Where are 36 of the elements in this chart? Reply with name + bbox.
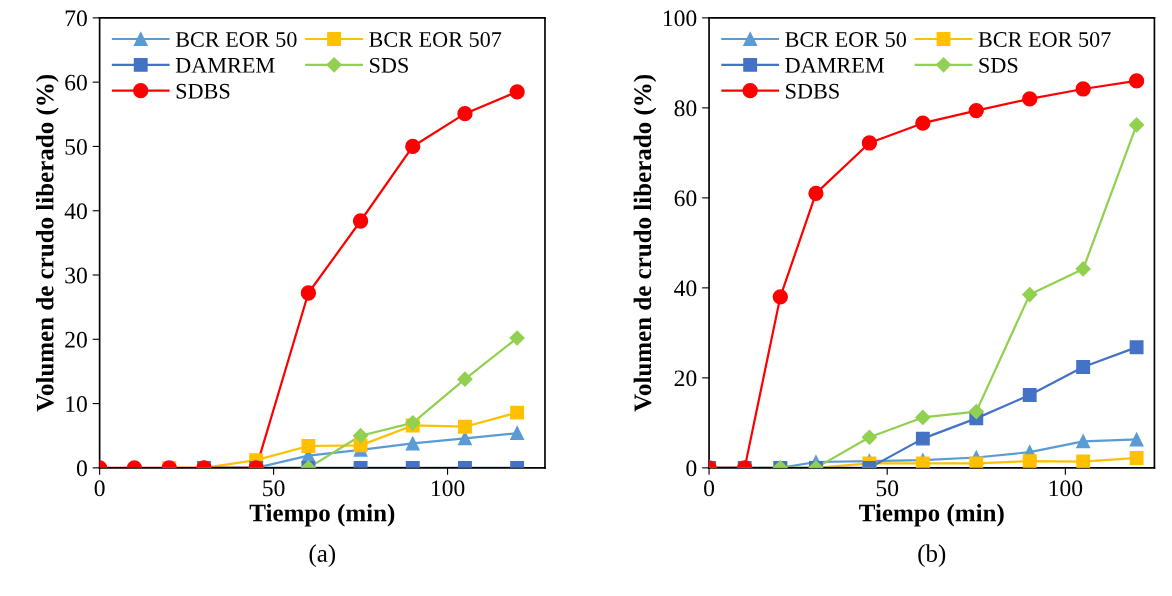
legend-label: DAMREM (785, 57, 884, 73)
y-tick-label: 40 (674, 280, 697, 297)
y-tick-label: 80 (674, 100, 697, 117)
legend-label: BCR EOR 507 (978, 31, 1111, 47)
legend-label: DAMREM (175, 57, 275, 73)
legend-label: BCR EOR 50 (175, 31, 297, 47)
y-tick-label: 30 (65, 267, 87, 284)
y-tick-label: 50 (65, 138, 87, 155)
legend-label: BCR EOR 507 (369, 31, 502, 47)
x-tick-label: 0 (704, 480, 715, 497)
y-tick-label: 10 (66, 396, 87, 412)
legend-label: SDBS (786, 83, 839, 99)
y-tick-label: 20 (674, 370, 697, 387)
y-tick-label: 20 (65, 331, 87, 348)
y-tick-label: 60 (674, 190, 697, 207)
x-axis-title: Tiempo (min) (249, 503, 395, 527)
legend-label: BCR EOR 50 (785, 31, 907, 47)
x-tick-label: 50 (876, 480, 899, 497)
y-tick-label: 60 (65, 74, 87, 91)
y-tick-label: 70 (65, 10, 87, 27)
y-tick-label: 100 (663, 10, 697, 27)
y-axis-title: Volumen de crudo liberado (%) (633, 74, 657, 412)
x-axis-title: Tiempo (min) (859, 503, 1004, 527)
x-tick-label: 0 (94, 480, 105, 497)
y-axis-title: Volumen de crudo liberado (%) (35, 74, 59, 412)
x-tick-label: 100 (431, 480, 465, 497)
y-tick-label: 0 (686, 460, 697, 477)
legend-label: SDS (979, 57, 1018, 73)
text: (a) (309, 544, 336, 568)
legend-label: SDS (370, 57, 408, 73)
x-tick-label: 100 (1049, 480, 1083, 497)
legend-label: SDBS (176, 83, 230, 99)
y-tick-label: 40 (64, 203, 87, 220)
y-tick-label: 0 (76, 460, 87, 477)
x-tick-label: 50 (263, 480, 285, 497)
text: (b) (918, 544, 946, 568)
